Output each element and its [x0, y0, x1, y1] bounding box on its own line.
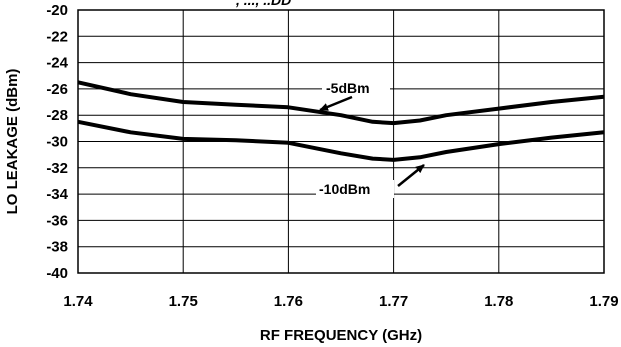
y-tick-label: -30: [46, 134, 68, 151]
x-tick-label: 1.74: [63, 293, 93, 310]
series-line-minus10dbm: [77, 119, 605, 162]
x-tick-label: 1.76: [274, 293, 303, 310]
x-tick-label: 1.78: [484, 293, 513, 310]
y-axis-label: LO LEAKAGE (dBm): [4, 69, 21, 215]
annotation-bg: [316, 180, 394, 198]
y-tick-labels: -20 -22 -24 -26 -28 -30 -32 -34 -36 -38 -40: [46, 2, 68, 282]
y-tick-label: -32: [46, 160, 68, 177]
annotation-arrow-minus5dbm: [319, 95, 353, 112]
plot-frame: [77, 9, 605, 274]
x-tick-label: 1.79: [589, 293, 618, 310]
annotation-arrow-minus10dbm: [397, 164, 425, 187]
y-tick-label: -40: [46, 265, 68, 282]
annotation-bg: [322, 79, 390, 96]
y-tick-label: -26: [46, 81, 68, 98]
annotation-minus10dbm: -10dBm: [319, 181, 370, 197]
x-tick-label: 1.75: [169, 293, 198, 310]
x-tick-label: 1.77: [379, 293, 408, 310]
y-tick-label: -24: [46, 55, 68, 72]
y-tick-label: -38: [46, 239, 68, 256]
series-line-minus5dbm: [77, 80, 605, 126]
y-tick-label: -20: [46, 2, 68, 19]
annotation-minus5dbm: -5dBm: [326, 80, 370, 96]
x-tick-labels: 1.74 1.75 1.76 1.77 1.78 1.79: [63, 293, 618, 310]
y-tick-label: -34: [46, 186, 68, 203]
x-axis-label: RF FREQUENCY (GHz): [260, 327, 422, 344]
chart-title-fragment: , ..., ..DD: [235, 0, 291, 8]
y-tick-label: -22: [46, 28, 68, 45]
y-tick-label: -36: [46, 212, 68, 229]
y-tick-label: -28: [46, 107, 68, 124]
annotations: -5dBm -10dBm: [316, 79, 425, 198]
series-lines: [77, 80, 605, 162]
